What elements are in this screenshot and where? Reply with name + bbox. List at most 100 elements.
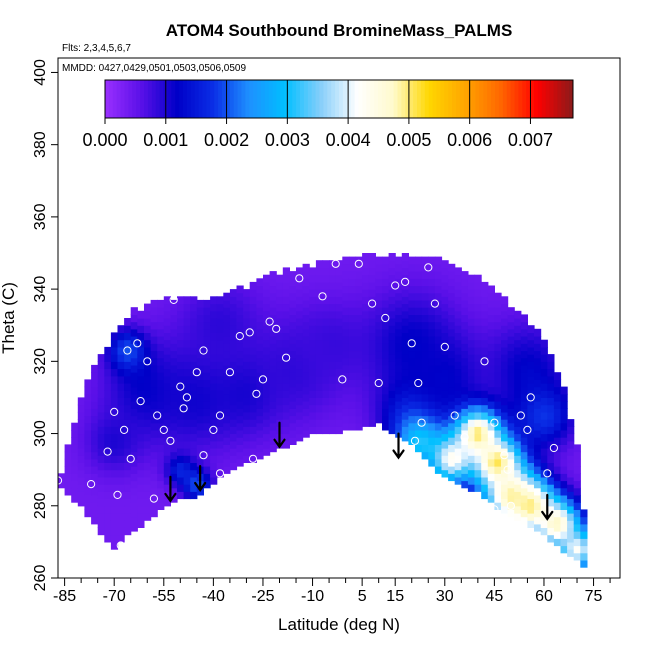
heatmap-cell [77, 440, 85, 449]
heatmap-cell [520, 343, 528, 352]
heatmap-cell [481, 332, 489, 341]
heatmap-cell [520, 386, 528, 395]
heatmap-cell [401, 419, 409, 427]
heatmap-cell [104, 505, 112, 514]
heatmap-cell [448, 473, 456, 482]
heatmap-cell [104, 527, 112, 536]
heatmap-cell [203, 480, 211, 489]
heatmap-cell [183, 419, 191, 427]
heatmap-cell [110, 534, 119, 543]
heatmap-cell [388, 411, 396, 420]
heatmap-cell [487, 429, 495, 438]
heatmap-cell [540, 368, 548, 377]
heatmap-cell [335, 318, 343, 326]
heatmap-cell [223, 444, 231, 453]
heatmap-cell [282, 419, 290, 427]
sample-point [215, 469, 225, 478]
heatmap-cell [157, 372, 165, 380]
heatmap-cell [461, 278, 469, 287]
colorbar-segment [335, 80, 340, 118]
heatmap-cell [487, 372, 495, 380]
heatmap-cell [150, 336, 158, 344]
sample-point [153, 411, 162, 420]
heatmap-cell [263, 339, 271, 348]
heatmap-cell [355, 336, 363, 344]
heatmap-cell [263, 426, 271, 435]
heatmap-cell [540, 383, 548, 391]
heatmap-cell [229, 462, 238, 471]
colorbar: 0.000 0.001 0.002 0.003 0.004 0.005 0.006 0.007 [82, 79, 574, 150]
heatmap-cell [467, 484, 476, 492]
heatmap-cell [362, 375, 370, 384]
heatmap-cell [322, 397, 330, 406]
heatmap-cell [137, 505, 145, 514]
heatmap-cell [110, 462, 119, 471]
heatmap-cell [276, 296, 284, 305]
heatmap-cell [249, 368, 257, 377]
heatmap-cell [104, 534, 112, 543]
heatmap-cell [150, 437, 158, 445]
heatmap-cell [190, 440, 198, 449]
heatmap-cell [243, 332, 251, 341]
heatmap-cell [329, 281, 337, 290]
heatmap-cell [388, 332, 396, 341]
heatmap-cell [130, 307, 138, 315]
heatmap-cell [461, 473, 469, 482]
sample-point [275, 476, 284, 485]
y-tick-label: 360 [32, 203, 49, 230]
heatmap-cell [448, 451, 456, 460]
colorbar-segment [116, 80, 122, 118]
heatmap-cell [77, 419, 85, 427]
heatmap-cell [97, 513, 105, 521]
heatmap-cell [117, 505, 125, 514]
heatmap-cell [553, 379, 562, 388]
heatmap-cell [395, 271, 403, 279]
heatmap-cell [216, 318, 224, 326]
heatmap-cell [434, 350, 443, 359]
heatmap-cell [573, 494, 581, 503]
heatmap-cell [282, 440, 290, 449]
heatmap-cell [130, 357, 138, 366]
heatmap-cell [124, 476, 132, 485]
heatmap-cell [157, 401, 165, 409]
heatmap-cell [348, 350, 357, 359]
heatmap-cell [421, 299, 429, 308]
heatmap-cell [58, 473, 66, 482]
heatmap-cell [256, 437, 264, 445]
heatmap-cell [388, 346, 396, 355]
heatmap-cell [454, 296, 462, 305]
sample-point [222, 498, 231, 507]
heatmap-cell [362, 361, 370, 370]
heatmap-cell [514, 426, 522, 435]
heatmap-cell [243, 426, 251, 435]
heatmap-cell [428, 415, 436, 424]
heatmap-cell [130, 509, 138, 518]
heatmap-cell [481, 281, 489, 290]
heatmap-cell [507, 437, 515, 445]
heatmap-cell [329, 325, 337, 333]
colorbar-segment [311, 80, 317, 118]
heatmap-cell [163, 332, 171, 341]
heatmap-cell [117, 354, 125, 362]
heatmap-cell [296, 368, 304, 377]
colorbar-tick-label: 0.002 [204, 130, 249, 150]
heatmap-cell [474, 484, 482, 492]
heatmap-cell [137, 383, 145, 391]
heatmap-cell [170, 415, 178, 424]
heatmap-cell [553, 531, 562, 539]
colorbar-segment [183, 80, 188, 118]
heatmap-cell [91, 401, 99, 409]
heatmap-cell [223, 357, 231, 366]
heatmap-cell [382, 401, 390, 409]
heatmap-cell [368, 404, 376, 413]
heatmap-cell [263, 303, 271, 312]
heatmap-cell [177, 419, 185, 427]
heatmap-cell [355, 393, 363, 402]
heatmap-cell [534, 516, 542, 525]
heatmap-cell [408, 328, 416, 337]
heatmap-cell [375, 292, 383, 301]
heatmap-cell [243, 289, 251, 297]
y-tick-label: 300 [32, 420, 49, 447]
heatmap-cell [177, 397, 185, 406]
heatmap-cell [395, 285, 403, 294]
